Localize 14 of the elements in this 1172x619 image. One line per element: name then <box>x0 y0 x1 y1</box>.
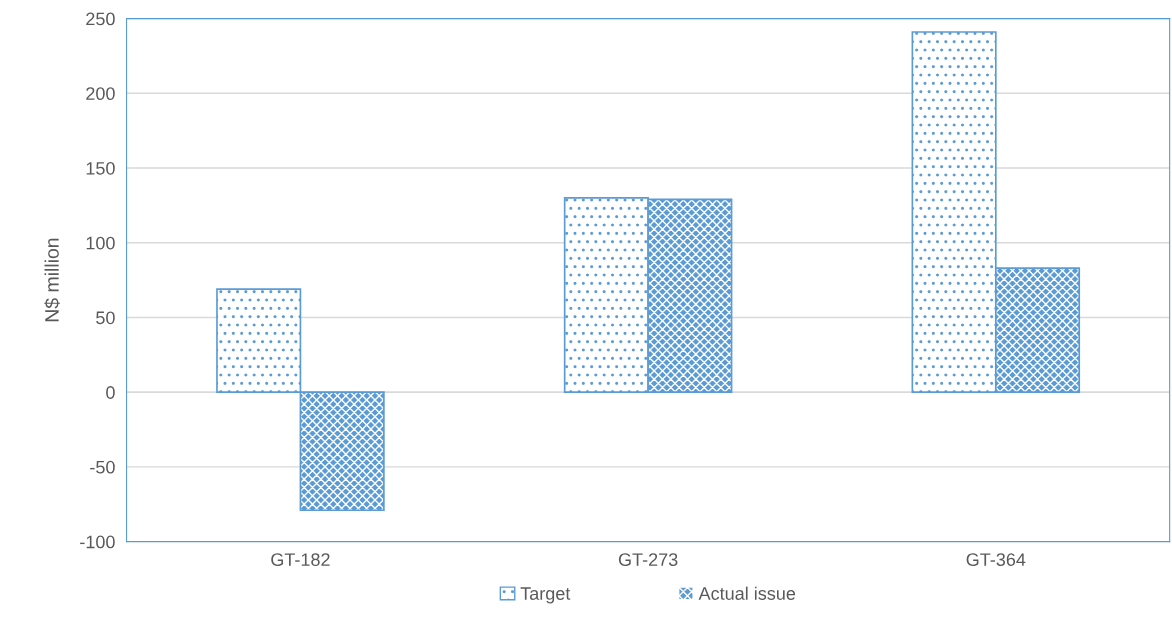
legend-label: Target <box>520 587 571 604</box>
legend-label: Actual issue <box>698 586 796 600</box>
x-tick-label: GT-364 <box>966 553 1026 566</box>
y-axis-title: N$ million <box>44 238 60 322</box>
y-tick-label: -50 <box>90 460 115 474</box>
y-tick-label: 100 <box>86 236 115 250</box>
y-tick-label: 150 <box>86 161 115 175</box>
y-tick-label: 0 <box>106 386 115 399</box>
y-tick-label: 200 <box>86 87 115 101</box>
y-tick-label: -100 <box>80 535 115 549</box>
y-tick-label: 50 <box>96 311 115 325</box>
x-tick-label: GT-273 <box>618 553 678 566</box>
y-tick-label: 250 <box>86 12 115 26</box>
x-tick-label: GT-182 <box>271 553 330 566</box>
